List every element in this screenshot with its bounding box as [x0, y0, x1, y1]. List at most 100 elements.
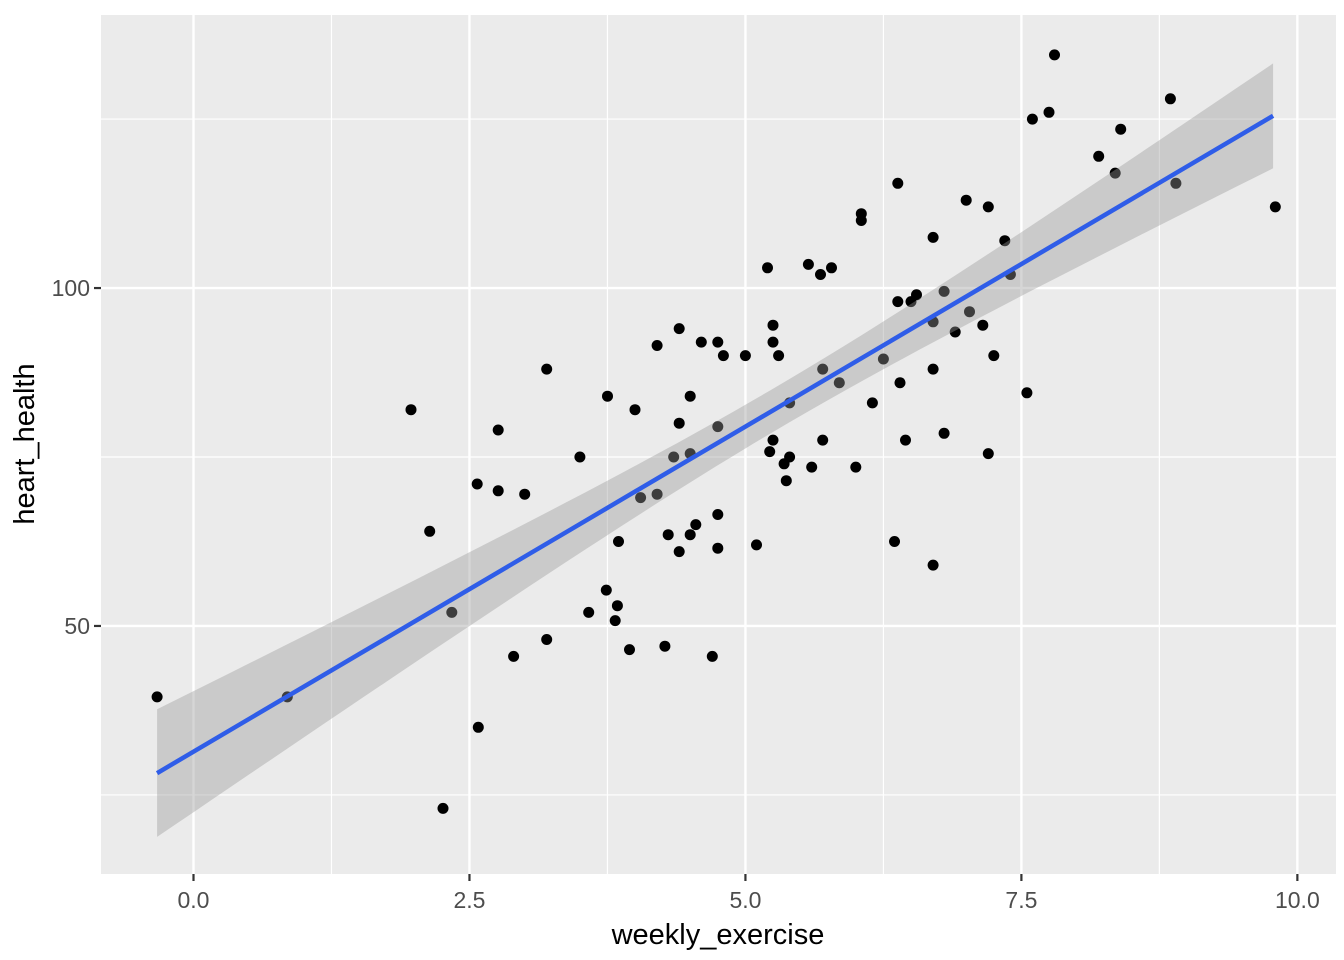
x-tick-label: 7.5 [1005, 887, 1037, 913]
x-tick-label: 5.0 [729, 887, 761, 913]
data-point [635, 492, 647, 504]
data-point [609, 615, 621, 627]
data-point [629, 404, 641, 416]
data-point [927, 363, 939, 375]
data-point [405, 404, 417, 416]
data-point [446, 606, 458, 618]
data-point [817, 363, 829, 375]
data-point [492, 424, 504, 436]
data-point [826, 262, 837, 274]
data-point [471, 478, 483, 490]
data-point [668, 451, 680, 463]
smooth-ribbon [157, 63, 1274, 837]
data-point [712, 421, 724, 433]
data-point [437, 802, 449, 814]
data-point [866, 397, 878, 409]
data-point [1049, 49, 1060, 61]
data-point [611, 600, 623, 612]
data-point [673, 417, 685, 429]
x-tick-label: 10.0 [1275, 887, 1320, 913]
data-point [960, 194, 972, 206]
data-point [600, 584, 612, 596]
data-point [1164, 93, 1176, 105]
data-point [508, 650, 520, 662]
data-point [773, 350, 785, 362]
x-axis-title: weekly_exercise [611, 919, 825, 951]
data-point [894, 377, 906, 389]
data-point [424, 525, 436, 537]
data-point [892, 177, 904, 189]
x-tick-label: 2.5 [453, 887, 485, 913]
data-point [833, 377, 845, 389]
data-point [706, 650, 718, 662]
data-point [684, 529, 696, 541]
data-point [684, 390, 696, 402]
data-point [624, 644, 635, 656]
data-point [1170, 177, 1182, 189]
major-gridlines [101, 15, 1336, 874]
data-point [651, 340, 663, 351]
data-point [712, 542, 724, 554]
data-point [1109, 167, 1121, 179]
data-point [889, 536, 900, 547]
data-point [850, 461, 862, 473]
data-point [1021, 387, 1033, 399]
y-tick-label: 50 [64, 613, 90, 639]
data-point [602, 390, 613, 402]
data-point [1093, 150, 1105, 162]
data-point [892, 296, 904, 308]
x-tick-label: 0.0 [178, 887, 210, 913]
data-point [613, 536, 624, 547]
data-point [784, 451, 796, 463]
data-point [751, 539, 762, 551]
data-point [1043, 106, 1055, 118]
data-point [574, 451, 586, 463]
data-point [938, 427, 950, 439]
data-point [927, 231, 939, 243]
data-point [900, 434, 911, 446]
data-point [541, 634, 553, 645]
smooth-line [155, 113, 1275, 776]
data-point [717, 350, 729, 362]
data-point [673, 323, 685, 335]
data-point [780, 475, 792, 487]
data-point [739, 350, 751, 362]
data-point [492, 485, 504, 497]
data-point [519, 488, 531, 500]
data-point [988, 350, 1000, 362]
data-point [712, 509, 724, 520]
data-point [911, 289, 922, 301]
data-point [767, 319, 779, 331]
data-point [662, 529, 674, 541]
data-point [690, 519, 702, 531]
y-tick-label: 100 [52, 275, 90, 301]
data-point [977, 319, 989, 331]
data-point [1269, 201, 1281, 213]
data-point [764, 446, 776, 458]
axis-ticks-and-labels: 0.0 2.5 5.0 7.5 10.0 50 100 [52, 275, 1320, 913]
data-point [762, 262, 773, 274]
regression-smooth [155, 63, 1275, 837]
data-point [695, 336, 707, 348]
data-point [651, 488, 663, 500]
data-point [855, 215, 867, 226]
data-point [541, 363, 553, 375]
data-point [817, 434, 829, 446]
data-point [949, 326, 961, 338]
scatter-points [151, 49, 1281, 814]
data-point [472, 721, 484, 733]
data-point [1026, 113, 1038, 125]
data-point [767, 336, 779, 348]
data-point [999, 235, 1011, 247]
data-point [964, 306, 975, 318]
data-point [712, 336, 724, 348]
data-point [877, 353, 889, 365]
minor-gridlines [101, 15, 1336, 874]
data-point [938, 285, 950, 297]
data-point [583, 606, 595, 618]
data-point [982, 201, 994, 213]
data-point [1115, 123, 1127, 135]
data-point [151, 691, 163, 703]
data-point [767, 434, 779, 446]
